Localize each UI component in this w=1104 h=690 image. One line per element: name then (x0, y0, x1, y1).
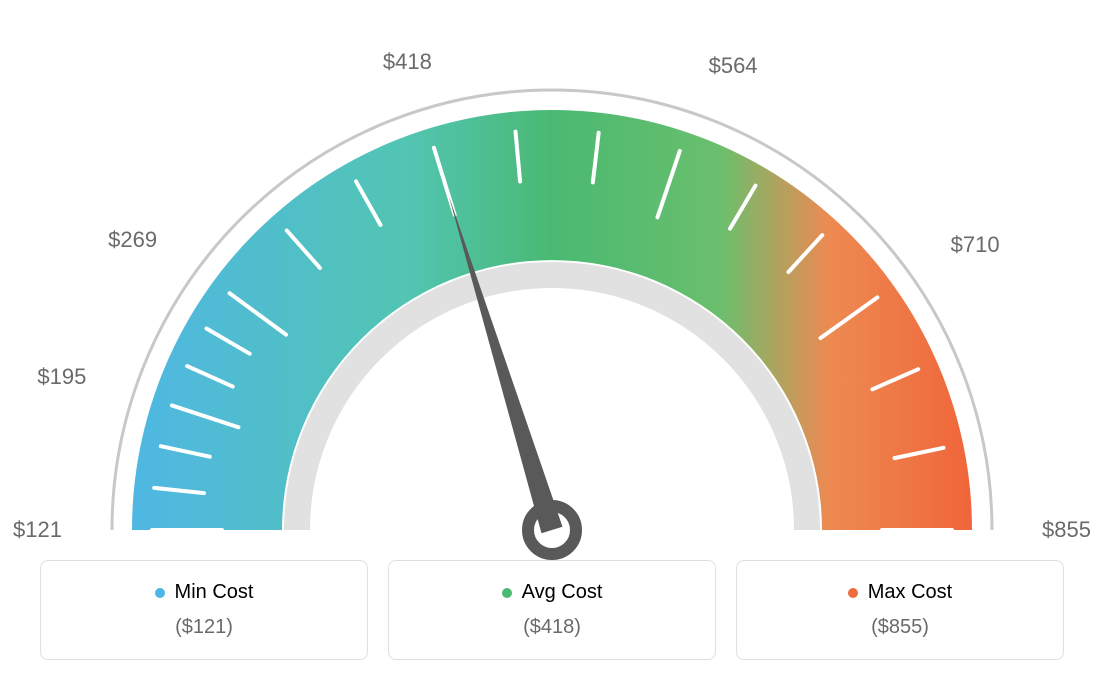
gauge-container: $121 $195 $269 $418 $564 $710 $855 (0, 0, 1104, 560)
gauge-tick-label: $269 (108, 227, 157, 253)
legend-card-max: Max Cost ($855) (736, 560, 1064, 660)
legend-row: Min Cost ($121) Avg Cost ($418) Max Cost… (0, 560, 1104, 660)
gauge-tick-label: $121 (13, 517, 62, 543)
legend-min-label: Min Cost (175, 581, 254, 604)
legend-avg-title: Avg Cost (502, 581, 603, 604)
gauge-tick-label: $855 (1042, 517, 1091, 543)
legend-avg-label: Avg Cost (522, 581, 603, 604)
bullet-max (848, 588, 858, 598)
legend-max-label: Max Cost (868, 581, 952, 604)
gauge-chart (0, 0, 1104, 560)
legend-card-min: Min Cost ($121) (40, 560, 368, 660)
bullet-min (155, 588, 165, 598)
gauge-tick-label: $418 (383, 49, 432, 75)
gauge-tick-label: $710 (951, 232, 1000, 258)
legend-max-value: ($855) (747, 616, 1053, 639)
legend-max-title: Max Cost (848, 581, 952, 604)
gauge-tick-label: $195 (37, 364, 86, 390)
legend-min-title: Min Cost (155, 581, 254, 604)
bullet-avg (502, 588, 512, 598)
gauge-tick-label: $564 (709, 53, 758, 79)
legend-min-value: ($121) (51, 616, 357, 639)
legend-card-avg: Avg Cost ($418) (388, 560, 716, 660)
legend-avg-value: ($418) (399, 616, 705, 639)
